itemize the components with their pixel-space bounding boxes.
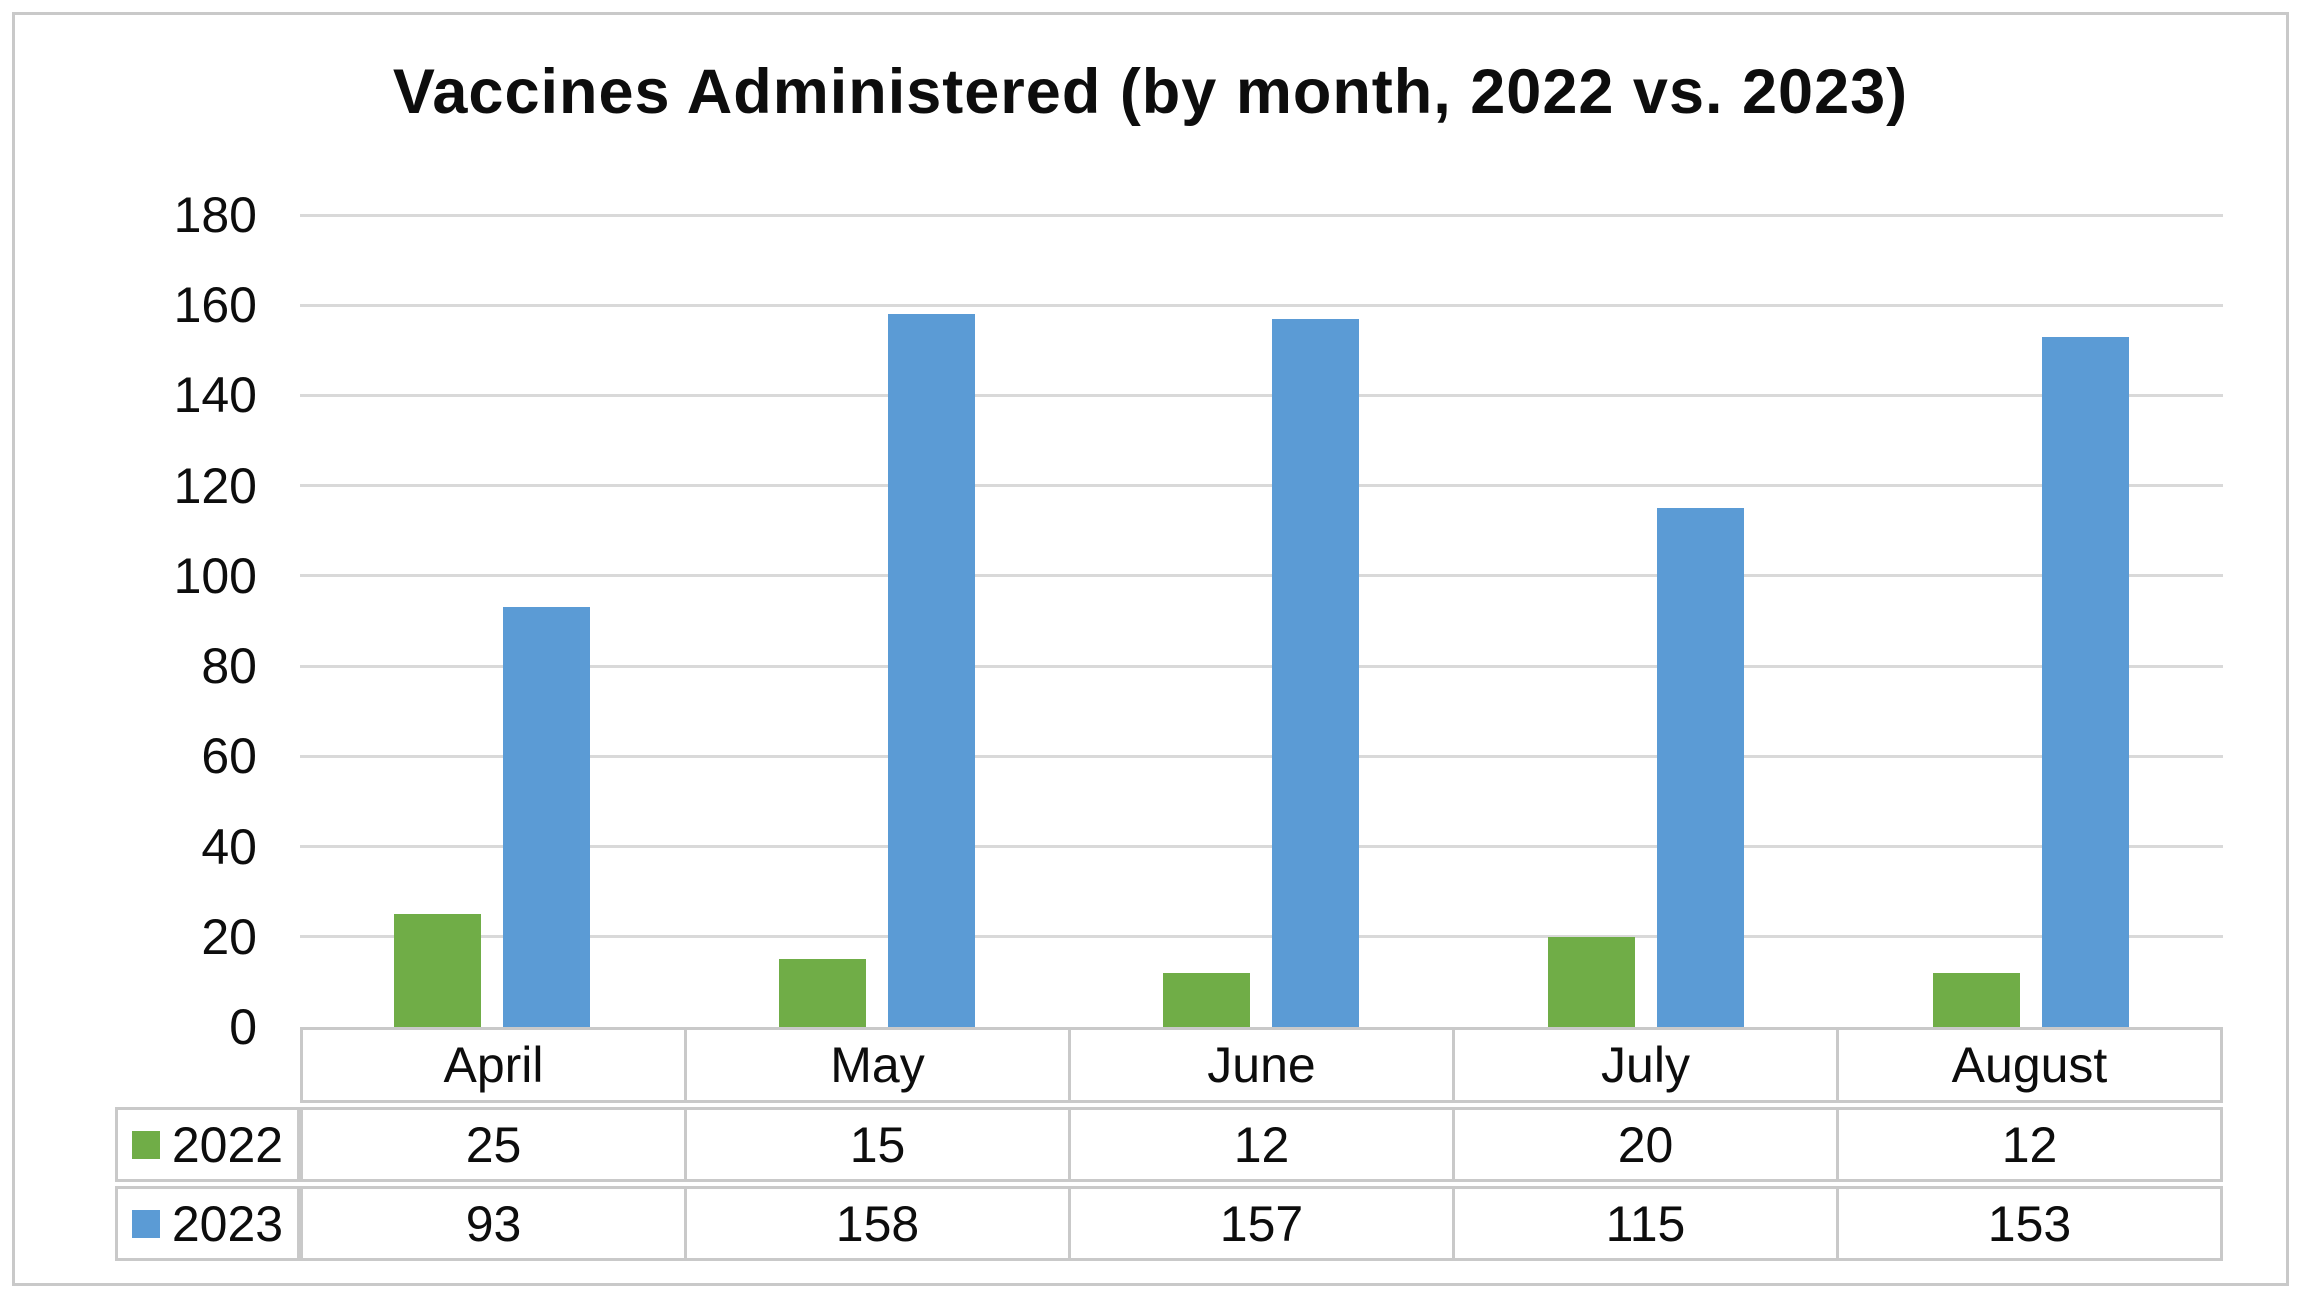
gridline-140 — [300, 393, 2223, 397]
bar-august-2023 — [2041, 336, 2129, 1027]
table-row-2023: 93 158 157 115 153 — [300, 1186, 2223, 1261]
y-tick-label-80: 80 — [201, 638, 257, 695]
table-header-july: July — [1452, 1030, 1836, 1100]
legend-swatch-2022-icon — [131, 1130, 160, 1159]
y-tick-label-20: 20 — [201, 908, 257, 965]
y-tick-label-140: 140 — [173, 367, 257, 424]
bar-july-2023 — [1657, 508, 1745, 1027]
bar-april-2022 — [394, 914, 482, 1027]
table-header-april: April — [443, 1037, 544, 1093]
table-cell-august-2022: 12 — [1836, 1110, 2220, 1179]
gridline-120 — [300, 484, 2223, 488]
legend-key-2022: 2022 — [115, 1107, 300, 1182]
table-cell-june-2022: 12 — [1068, 1110, 1452, 1179]
gridline-180 — [300, 213, 2223, 217]
cluster-july — [1454, 215, 1839, 1027]
y-tick-label-120: 120 — [173, 457, 257, 514]
gridline-40 — [300, 845, 2223, 849]
table-cell-may-2022: 15 — [684, 1110, 1068, 1179]
table-cell-april-2022: 25 — [465, 1116, 522, 1173]
gridline-160 — [300, 303, 2223, 307]
table-header-june: June — [1068, 1030, 1452, 1100]
table-cell-august-2023: 153 — [1836, 1189, 2220, 1258]
table-cell-may-2023: 158 — [684, 1189, 1068, 1258]
table-cell-july-2022: 20 — [1452, 1110, 1836, 1179]
bar-june-2023 — [1272, 318, 1360, 1027]
y-tick-label-0: 0 — [229, 999, 257, 1055]
cluster-june — [1069, 215, 1454, 1027]
bar-april-2023 — [503, 607, 591, 1027]
y-tick-label-100: 100 — [173, 547, 257, 604]
gridline-80 — [300, 664, 2223, 668]
bar-may-2023 — [887, 314, 975, 1027]
table-row-2022: 25 15 12 20 12 — [300, 1107, 2223, 1182]
y-tick-label-40: 40 — [201, 818, 257, 875]
cluster-april — [300, 215, 685, 1027]
legend-key-2023: 2023 — [115, 1186, 300, 1261]
cluster-august — [1838, 215, 2223, 1027]
bar-august-2022 — [1932, 972, 2020, 1027]
y-tick-label-180: 180 — [173, 187, 257, 243]
bar-july-2022 — [1548, 936, 1636, 1027]
legend-label-2023: 2023 — [171, 1195, 284, 1252]
gridline-100 — [300, 574, 2223, 578]
y-tick-label-60: 60 — [201, 728, 257, 785]
table-header-may: May — [684, 1030, 1068, 1100]
chart-title: Vaccines Administered (by month, 2022 vs… — [392, 57, 1909, 127]
cluster-may — [685, 215, 1070, 1027]
table-header-august: August — [1836, 1030, 2220, 1100]
legend-label-2022: 2022 — [171, 1116, 284, 1173]
gridline-20 — [300, 935, 2223, 939]
table-cell-june-2023: 157 — [1068, 1189, 1452, 1258]
table-cell-april-2023: 93 — [465, 1195, 522, 1252]
legend-swatch-2023-icon — [131, 1209, 160, 1238]
table-header-row: April May June July August — [300, 1027, 2223, 1103]
table-cell-july-2023: 115 — [1452, 1189, 1836, 1258]
bar-may-2022 — [778, 959, 866, 1027]
gridline-60 — [300, 754, 2223, 758]
y-tick-label-160: 160 — [173, 277, 257, 334]
plot-area — [300, 213, 2223, 1027]
bar-june-2022 — [1163, 972, 1251, 1027]
